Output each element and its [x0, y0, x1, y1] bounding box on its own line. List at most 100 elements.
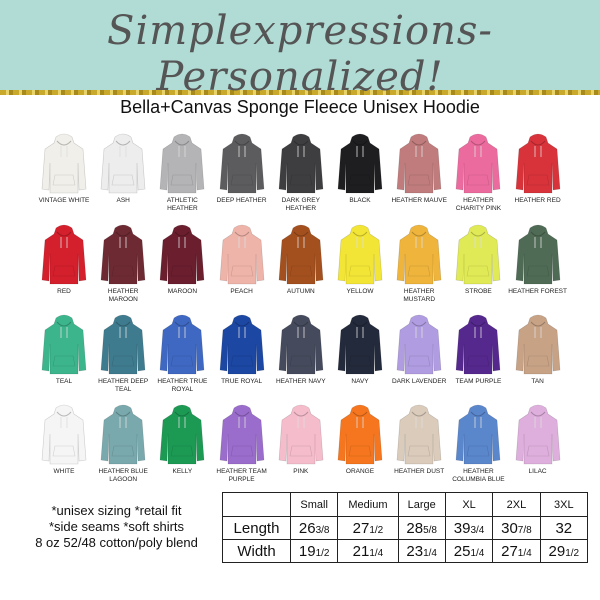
color-swatch: HEATHER CHARITY PINK — [448, 133, 508, 212]
hoodie-icon — [396, 133, 442, 194]
color-swatch: HEATHER RED — [508, 133, 568, 205]
measurement-cell: 32 — [539, 516, 589, 540]
note: *side seams *soft shirts — [48, 519, 185, 534]
hoodie-icon — [41, 133, 87, 194]
color-label: DARK LAVENDER — [391, 378, 447, 385]
color-swatch: KELLY — [152, 404, 212, 476]
product-title: Bella+Canvas Sponge Fleece Unisex Hoodie — [120, 97, 480, 117]
color-swatch: BLACK — [330, 133, 390, 205]
hoodie-icon — [160, 314, 205, 375]
measurement-fraction: 1/2 — [565, 547, 580, 559]
glitter-divider — [0, 90, 600, 95]
color-label: ORANGE — [345, 468, 375, 475]
color-label: KELLY — [172, 468, 193, 475]
row-label: Length — [222, 516, 291, 540]
measurement-cell: 393/4 — [444, 516, 494, 540]
color-label: RED — [57, 288, 71, 295]
hoodie-icon — [278, 133, 324, 194]
hoodie-icon — [337, 314, 383, 375]
measurement-whole: 28 — [406, 519, 424, 537]
measurement-fraction: 1/2 — [315, 547, 330, 559]
color-swatch: HEATHER TRUE ROYAL — [152, 314, 212, 393]
hoodie-icon — [337, 133, 383, 194]
measurement-fraction: 5/8 — [423, 524, 437, 536]
color-swatch: ASH — [93, 133, 153, 205]
color-label: PEACH — [230, 288, 253, 295]
color-label: STROBE — [465, 288, 492, 295]
product-notes: *unisex sizing *retail fit *side seams *… — [14, 503, 219, 551]
measurement-cell: 231/4 — [397, 539, 446, 563]
hoodie-icon — [337, 404, 383, 465]
header-cell: 2XL — [492, 492, 541, 517]
color-swatch: TAN — [508, 314, 568, 386]
hoodie-icon — [219, 404, 264, 465]
color-swatch: DEEP HEATHER — [212, 133, 272, 205]
measurement-cell: 191/2 — [289, 539, 339, 563]
color-label: DEEP HEATHER — [216, 197, 267, 204]
size-row: Length 263/8 271/2 285/8 393/4 307/8 32 — [222, 516, 589, 540]
measurement-whole: 19 — [298, 542, 316, 560]
measurement-cell: 271/4 — [492, 539, 541, 563]
color-swatch: HEATHER MAROON — [93, 224, 153, 303]
color-label: HEATHER TRUE ROYAL — [157, 378, 208, 393]
hoodie-icon — [219, 133, 264, 194]
hoodie-icon — [515, 133, 560, 194]
color-label: AUTUMN — [286, 288, 315, 295]
color-swatch: HEATHER FOREST — [508, 224, 568, 296]
color-swatch: RED — [34, 224, 94, 296]
measurement-fraction: 1/4 — [423, 547, 437, 559]
measurement-fraction: 3/8 — [315, 524, 330, 536]
color-swatch: HEATHER DEEP TEAL — [93, 314, 153, 393]
measurement-cell: 211/4 — [337, 539, 399, 563]
color-swatch: HEATHER MUSTARD — [389, 224, 449, 303]
row-label: Width — [222, 539, 291, 563]
measurement-whole: 26 — [298, 519, 316, 537]
measurement-cell: 263/8 — [289, 516, 339, 540]
hoodie-icon — [41, 224, 87, 285]
note: 8 oz 52/48 cotton/poly blend — [35, 535, 198, 550]
color-label: ASH — [116, 197, 130, 204]
color-label: HEATHER MAROON — [107, 288, 139, 303]
color-label: HEATHER FOREST — [508, 288, 567, 295]
color-label: MAROON — [167, 288, 198, 295]
hoodie-icon — [160, 133, 205, 194]
color-swatch: DARK GREY HEATHER — [271, 133, 331, 212]
size-chart: Small Medium Large XL 2XL 3XL Length 263/… — [222, 492, 589, 563]
color-label: HEATHER MAUVE — [391, 197, 447, 204]
color-label: HEATHER DUST — [394, 468, 445, 475]
measurement-cell: 285/8 — [397, 516, 446, 540]
hoodie-icon — [100, 224, 146, 285]
hoodie-icon — [219, 224, 264, 285]
color-swatch: WHITE — [34, 404, 94, 476]
color-label: TRUE ROYAL — [221, 378, 263, 385]
color-swatch: VINTAGE WHITE — [34, 133, 94, 205]
measurement-cell: 291/2 — [539, 539, 589, 563]
color-swatch: ATHLETIC HEATHER — [152, 133, 212, 212]
color-swatch: AUTUMN — [271, 224, 331, 296]
measurement-fraction: 1/2 — [369, 524, 384, 536]
header-cell: Large — [397, 492, 446, 517]
measurement-fraction: 1/4 — [369, 547, 384, 559]
color-swatch: DARK LAVENDER — [389, 314, 449, 386]
header-cell: 3XL — [539, 492, 589, 517]
measurement-whole: 30 — [501, 519, 518, 537]
color-swatch: HEATHER COLUMBIA BLUE — [448, 404, 508, 483]
color-label: YELLOW — [346, 288, 374, 295]
color-swatch: NAVY — [330, 314, 390, 386]
size-row: Width 191/2 211/4 231/4 251/4 271/4 291/2 — [222, 539, 589, 563]
hoodie-icon — [396, 224, 442, 285]
hoodie-icon — [456, 133, 501, 194]
hoodie-icon — [456, 314, 501, 375]
measurement-fraction: 1/4 — [470, 547, 485, 559]
color-swatch: PINK — [271, 404, 331, 476]
color-swatch: HEATHER TEAM PURPLE — [212, 404, 272, 483]
color-label: BLACK — [349, 197, 371, 204]
hoodie-icon — [456, 224, 501, 285]
color-label: HEATHER RED — [514, 197, 561, 204]
color-label: HEATHER DEEP TEAL — [98, 378, 149, 393]
color-swatch: LILAC — [508, 404, 568, 476]
measurement-whole: 23 — [406, 542, 424, 560]
color-label: TEAL — [55, 378, 73, 385]
color-swatch: HEATHER BLUE LAGOON — [93, 404, 153, 483]
color-label: DARK GREY HEATHER — [281, 197, 320, 212]
